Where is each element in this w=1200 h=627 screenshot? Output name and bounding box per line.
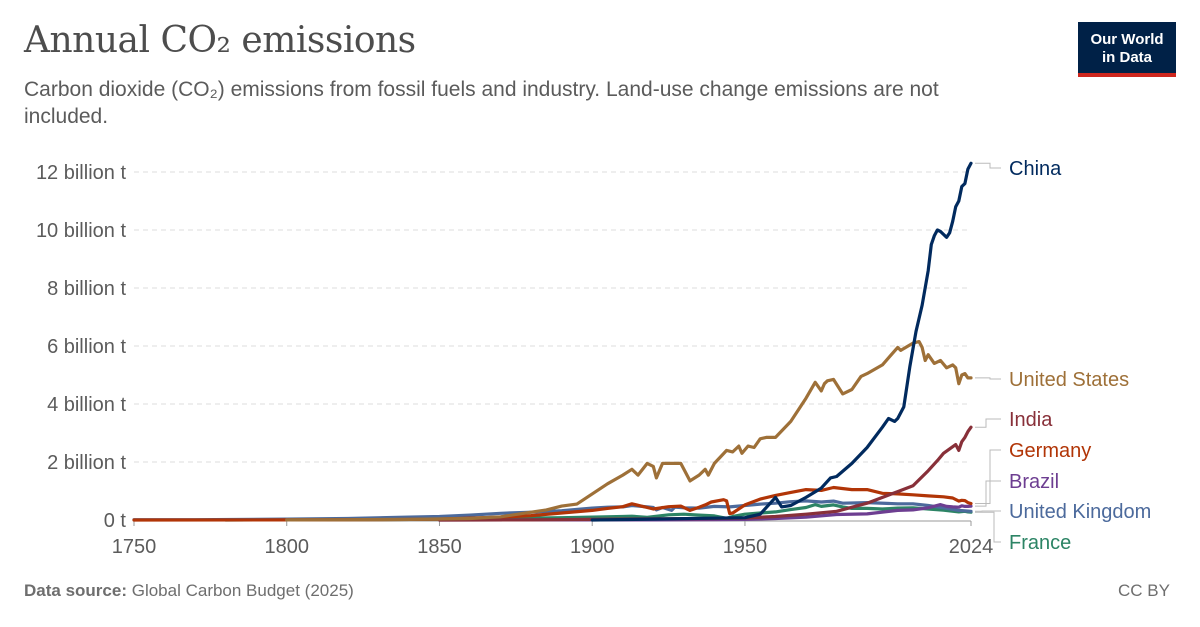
- label-connector: [975, 480, 1001, 507]
- label-connector: [975, 162, 1001, 169]
- series-label-brazil[interactable]: Brazil: [1009, 471, 1059, 493]
- label-connector: [975, 377, 1001, 380]
- series-label-germany[interactable]: Germany: [1009, 440, 1091, 462]
- label-connector: [975, 418, 1001, 428]
- x-tick-label: 1900: [570, 536, 615, 558]
- x-tick-label: 1850: [417, 536, 462, 558]
- x-tick-label: 2024: [949, 536, 994, 558]
- y-tick-label: 10 billion t: [36, 220, 127, 242]
- owid-logo[interactable]: Our World in Data: [1078, 22, 1176, 77]
- label-connector: [975, 511, 1001, 543]
- y-tick-label: 12 billion t: [36, 162, 127, 184]
- series-line-germany[interactable]: [132, 485, 973, 522]
- x-tick-label: 1800: [264, 536, 309, 558]
- series-label-india[interactable]: India: [1009, 409, 1053, 431]
- license[interactable]: CC BY: [1118, 581, 1170, 600]
- y-tick-label: 4 billion t: [47, 394, 126, 416]
- logo-line-1: Our World: [1090, 31, 1164, 48]
- series-label-united-kingdom[interactable]: United Kingdom: [1009, 501, 1151, 523]
- series-label-france[interactable]: France: [1009, 532, 1071, 554]
- series-lines: [132, 161, 973, 522]
- series-line-china[interactable]: [590, 161, 973, 522]
- series-label-united-states[interactable]: United States: [1009, 369, 1129, 391]
- x-tick-label: 1950: [723, 536, 768, 558]
- series-line-united-states[interactable]: [285, 340, 973, 522]
- chart-subtitle: Carbon dioxide (CO₂) emissions from foss…: [24, 78, 939, 128]
- x-axis: 1750 1800 1850 1900 1950 2024: [112, 520, 994, 558]
- series-label-china[interactable]: China: [1009, 158, 1062, 180]
- data-source-label: Data source:: [24, 581, 127, 600]
- series-legend: China United States India Germany Brazil Unit…: [975, 158, 1151, 554]
- y-tick-label: 8 billion t: [47, 278, 126, 300]
- label-connector: [975, 449, 1001, 504]
- y-axis: 0 t 2 billion t 4 billion t 6 billion t 8 bi…: [36, 162, 127, 532]
- y-tick-label: 6 billion t: [47, 336, 126, 358]
- gridlines: [134, 171, 971, 463]
- logo-line-2: in Data: [1101, 49, 1152, 66]
- chart-title: Annual CO₂ emissions: [24, 20, 416, 61]
- y-tick-label: 0 t: [104, 510, 127, 532]
- y-tick-label: 2 billion t: [47, 452, 126, 474]
- data-source: Data source: Global Carbon Budget (2025): [24, 581, 354, 601]
- data-source-text[interactable]: Global Carbon Budget (2025): [131, 581, 354, 600]
- x-tick-label: 1750: [112, 536, 157, 558]
